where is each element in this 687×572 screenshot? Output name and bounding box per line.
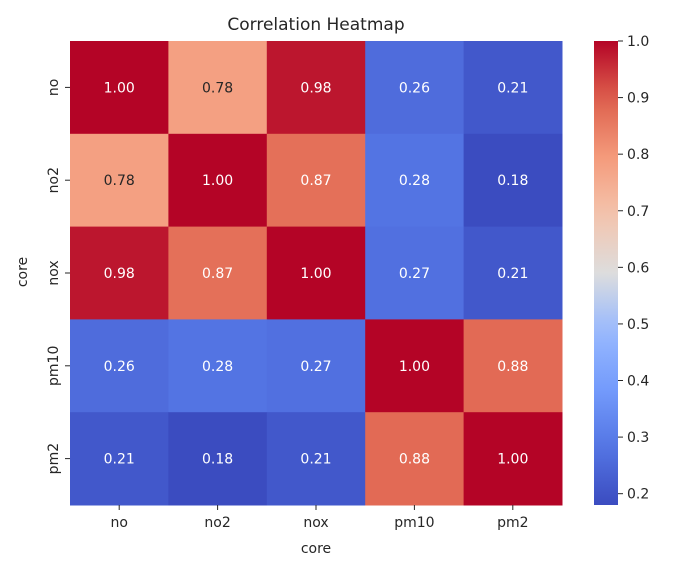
heatmap-cell bbox=[463, 41, 563, 135]
cell-value-label: 0.18 bbox=[202, 452, 233, 468]
cell-value-label: 0.78 bbox=[202, 80, 233, 96]
x-axis-label: core bbox=[301, 541, 331, 557]
heatmap-cell bbox=[70, 226, 169, 320]
heatmap-cell bbox=[266, 133, 366, 228]
cell-value-label: 1.00 bbox=[399, 359, 430, 375]
cell-value-label: 1.00 bbox=[497, 452, 528, 468]
colorbar-tick-label: 0.4 bbox=[627, 374, 649, 390]
heatmap-cell bbox=[168, 319, 268, 413]
x-tick-label: pm2 bbox=[497, 515, 528, 531]
x-tick-label: no bbox=[110, 515, 127, 531]
cell-value-label: 0.98 bbox=[300, 80, 331, 96]
heatmap-cell bbox=[70, 41, 169, 135]
cell-value-label: 0.27 bbox=[399, 266, 430, 282]
cell-value-label: 0.18 bbox=[497, 173, 528, 189]
cell-value-label: 0.87 bbox=[202, 266, 233, 282]
cell-value-label: 0.87 bbox=[300, 173, 331, 189]
heatmap-cell bbox=[168, 133, 268, 228]
x-axis-ticks: no no2 nox pm10 pm2 bbox=[110, 505, 529, 531]
colorbar-tick-label: 0.6 bbox=[627, 260, 649, 276]
cell-value-label: 0.21 bbox=[300, 452, 331, 468]
cell-value-label: 0.28 bbox=[399, 173, 430, 189]
colorbar-tick-label: 0.2 bbox=[627, 487, 649, 503]
cell-value-label: 0.21 bbox=[104, 452, 135, 468]
colorbar-tick-label: 1.0 bbox=[627, 34, 649, 50]
heatmap-cell bbox=[463, 226, 563, 320]
y-tick-label: pm10 bbox=[46, 346, 62, 386]
chart-title: Correlation Heatmap bbox=[227, 15, 404, 35]
heatmap-cell bbox=[365, 41, 465, 135]
heatmap-cell bbox=[70, 133, 169, 228]
cell-value-label: 1.00 bbox=[104, 80, 135, 96]
cell-value-label: 0.78 bbox=[104, 173, 135, 189]
y-tick-label: no bbox=[46, 79, 62, 96]
colorbar-tick-label: 0.9 bbox=[627, 91, 649, 107]
cell-value-label: 0.26 bbox=[104, 359, 135, 375]
heatmap-cell bbox=[463, 412, 563, 506]
y-tick-label: pm2 bbox=[46, 443, 62, 474]
cell-value-label: 0.26 bbox=[399, 80, 430, 96]
heatmap-cell bbox=[70, 319, 169, 413]
cell-value-label: 0.27 bbox=[300, 359, 331, 375]
cell-value-label: 1.00 bbox=[300, 266, 331, 282]
heatmap-cell bbox=[266, 226, 366, 320]
y-tick-label: nox bbox=[46, 260, 62, 285]
heatmap-cell bbox=[168, 226, 268, 320]
cell-value-label: 0.98 bbox=[104, 266, 135, 282]
heatmap-cell bbox=[168, 412, 268, 506]
colorbar: 0.2 0.3 0.4 0.5 0.6 0.7 0.8 0.9 1.0 bbox=[594, 34, 649, 505]
colorbar-tick-label: 0.3 bbox=[627, 430, 649, 446]
heatmap-cell bbox=[463, 133, 563, 228]
heatmap-cell bbox=[70, 412, 169, 506]
heatmap-cell bbox=[266, 41, 366, 135]
heatmap-cell bbox=[266, 412, 366, 506]
cell-value-label: 0.21 bbox=[497, 80, 528, 96]
heatmap-cell bbox=[168, 41, 268, 135]
y-axis-ticks: no no2 nox pm10 pm2 bbox=[46, 79, 70, 474]
cell-value-label: 0.88 bbox=[497, 359, 528, 375]
cell-value-label: 0.28 bbox=[202, 359, 233, 375]
heatmap-cell bbox=[365, 412, 465, 506]
y-tick-label: no2 bbox=[46, 167, 62, 193]
x-tick-label: nox bbox=[303, 515, 328, 531]
x-tick-label: no2 bbox=[204, 515, 230, 531]
heatmap-cell bbox=[266, 319, 366, 413]
heatmap-cell bbox=[463, 319, 563, 413]
heatmap-cells: 1.00 0.78 0.98 0.26 0.21 0.78 1.00 0.87 0.28 0.18… bbox=[70, 41, 563, 506]
heatmap-cell bbox=[365, 226, 465, 320]
colorbar-gradient bbox=[594, 41, 618, 505]
cell-value-label: 0.21 bbox=[497, 266, 528, 282]
heatmap-cell bbox=[365, 319, 465, 413]
heatmap-cell bbox=[365, 133, 465, 228]
colorbar-tick-label: 0.7 bbox=[627, 204, 649, 220]
cell-value-label: 1.00 bbox=[202, 173, 233, 189]
cell-value-label: 0.88 bbox=[399, 452, 430, 468]
y-axis-label: core bbox=[15, 257, 31, 287]
colorbar-tick-label: 0.8 bbox=[627, 147, 649, 163]
colorbar-tick-label: 0.5 bbox=[627, 317, 649, 333]
x-tick-label: pm10 bbox=[394, 515, 434, 531]
